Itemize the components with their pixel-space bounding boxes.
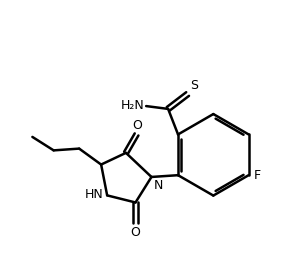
Text: O: O	[132, 119, 142, 132]
Text: H₂N: H₂N	[120, 99, 144, 112]
Text: HN: HN	[85, 188, 104, 201]
Text: O: O	[131, 226, 140, 239]
Text: F: F	[254, 169, 261, 182]
Text: S: S	[190, 79, 198, 92]
Text: N: N	[154, 179, 163, 192]
